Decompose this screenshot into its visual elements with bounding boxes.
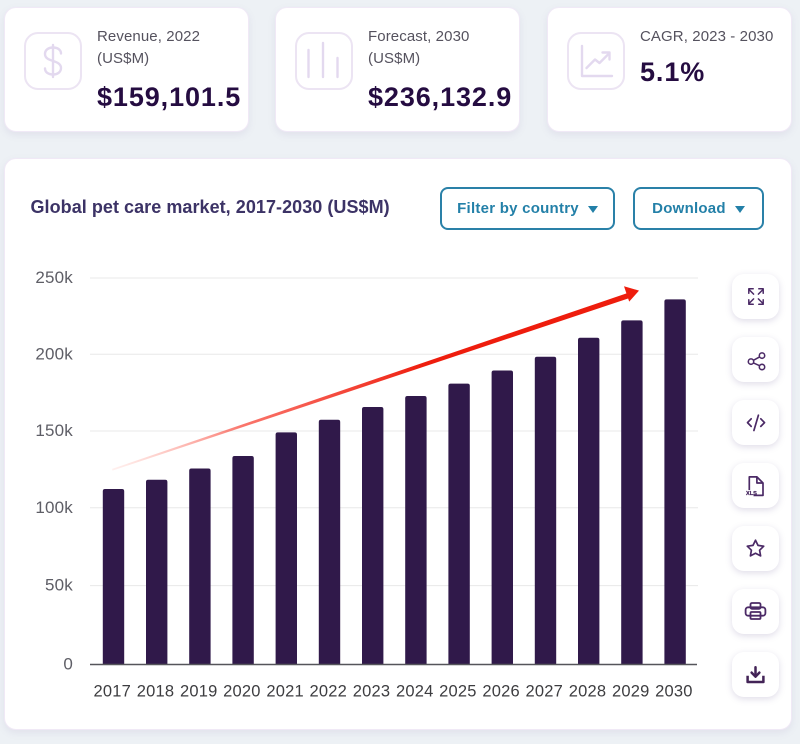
svg-text:50k: 50k	[45, 576, 73, 595]
svg-text:0: 0	[63, 655, 73, 674]
svg-text:2019: 2019	[180, 683, 218, 701]
svg-text:2024: 2024	[396, 683, 434, 701]
svg-text:2022: 2022	[310, 683, 348, 701]
svg-text:2027: 2027	[526, 683, 564, 701]
svg-text:200k: 200k	[35, 344, 73, 363]
svg-text:2026: 2026	[482, 683, 520, 701]
svg-text:100k: 100k	[35, 498, 73, 517]
svg-text:2017: 2017	[94, 683, 132, 701]
svg-text:2020: 2020	[223, 683, 261, 701]
svg-text:2023: 2023	[353, 683, 391, 701]
svg-text:2030: 2030	[655, 683, 693, 701]
svg-text:XLS: XLS	[746, 490, 757, 496]
svg-text:2029: 2029	[612, 683, 650, 701]
svg-text:2018: 2018	[137, 683, 175, 701]
svg-text:2025: 2025	[439, 683, 477, 701]
svg-text:2028: 2028	[569, 683, 607, 701]
svg-text:250k: 250k	[35, 268, 73, 287]
svg-text:150k: 150k	[35, 421, 73, 440]
svg-text:2021: 2021	[266, 683, 304, 701]
